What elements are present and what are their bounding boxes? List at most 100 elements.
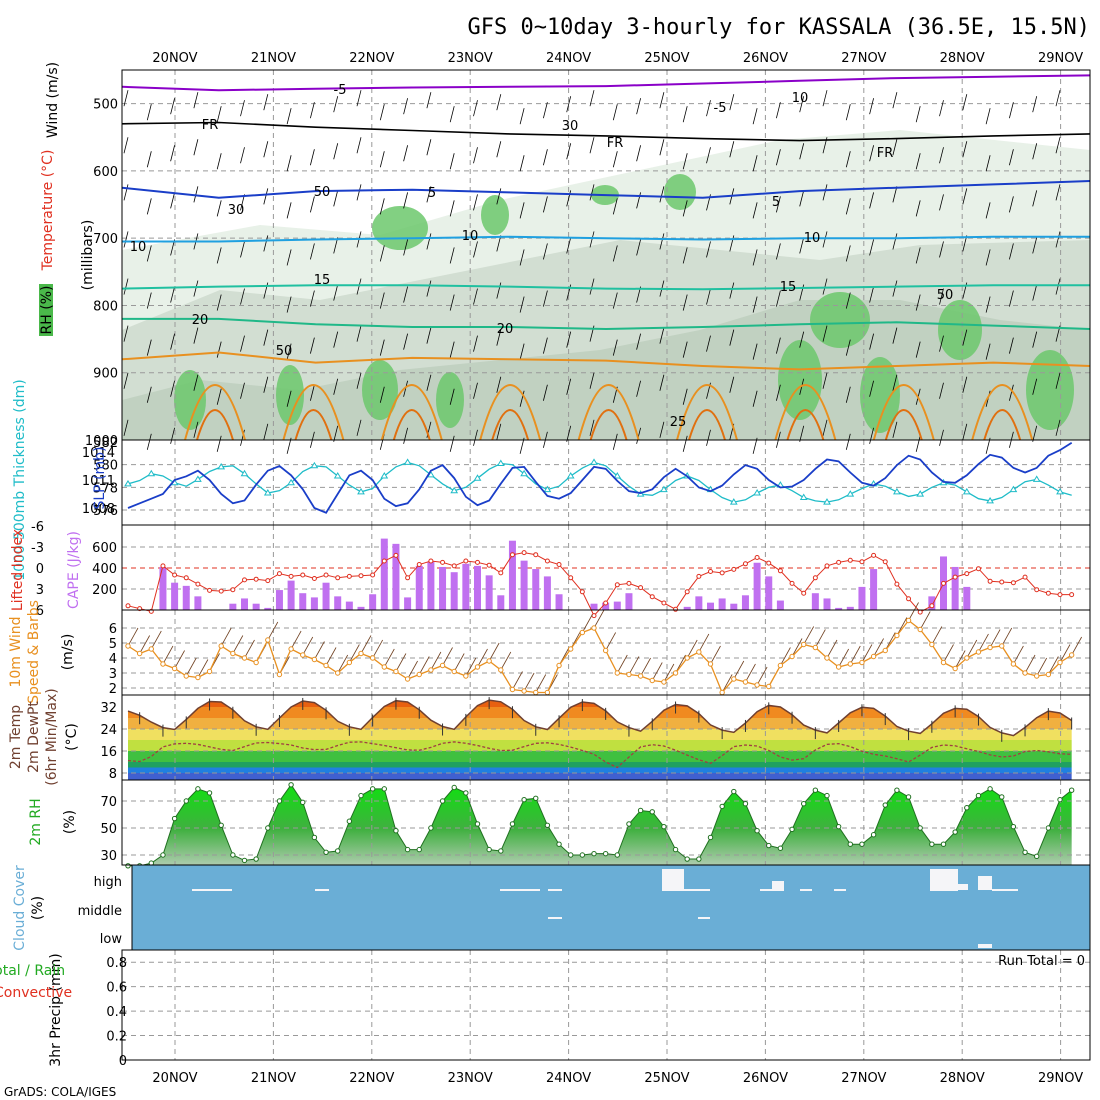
cape-bar [555,594,563,610]
lifted-index-marker [987,578,993,584]
wind-barb [543,337,548,354]
wind-barb [659,327,665,344]
wind-barb-small [663,663,675,683]
wind-barb-small [1048,656,1059,675]
cape-bar [450,572,458,610]
cape-bar [392,543,400,610]
lifted-index-marker [160,563,166,569]
thickness-marker [1009,485,1018,493]
wind-axis-label-1: 10m Wind [8,616,24,687]
wind-barb [146,245,152,262]
wind-barb [1009,196,1014,213]
wind-barb [589,137,595,154]
wind-axis-label: Wind (m/s) [45,62,61,138]
wind-barb [892,421,898,438]
contour-label: FR [877,146,894,161]
wind-barb-small [628,656,640,675]
cape-bar [543,576,551,610]
temp-tick: 32 [100,701,117,716]
cape-bar [858,586,866,610]
lifted-tick: 3 [36,583,44,598]
cloud-patch [834,889,846,891]
lifted-index-marker [952,574,958,580]
temperature-contour [122,235,1090,243]
wind-speed-marker [777,662,784,669]
lifted-index-marker [649,594,655,600]
cape-bar [753,562,761,610]
wind-speed-marker [125,643,131,649]
cloud-patch [548,917,562,919]
wind-barb [1055,231,1061,248]
wind-barb [449,341,455,358]
cloud-patch [772,881,784,891]
rh-marker [451,784,457,791]
wind-barb [845,292,851,309]
wind-barb [1055,372,1061,389]
wind-barb [566,96,572,113]
wind-speed-marker [463,673,469,679]
wind-barb [1032,237,1038,254]
lifted-index-marker [300,572,306,578]
thickness-marker [333,472,342,479]
wind-barb [892,186,898,203]
wind-barb [379,151,385,168]
cape-bar [695,596,703,610]
wind-speed-marker [917,626,923,633]
precip-tick: 0.6 [106,981,127,996]
cape-bar [718,598,726,610]
lifted-index-marker [125,603,131,609]
lifted-index-marker [1010,580,1016,586]
wind-barb-small [1071,636,1082,656]
wind-barb [869,380,874,397]
thickness-marker [962,487,971,495]
date-label-top: 21NOV [251,51,296,66]
lifted-index-marker [941,580,946,586]
wind-barb [799,331,805,348]
rh-high-patch [938,300,982,360]
cloud-patch [958,884,968,890]
wind-barb-small [931,626,943,645]
lifted-index-marker [253,576,259,582]
wind-barb [543,290,548,307]
lifted-index-marker [894,581,900,587]
temperature-contour [121,180,1091,199]
contour-label: 15 [314,273,331,288]
wind-barb [869,239,874,256]
wind-barb [729,376,735,393]
contour-label: 10 [804,231,821,246]
rh-marker [195,786,201,792]
wind-barb-small [698,633,710,653]
cape-bar [835,607,843,610]
wind-barb [123,278,129,295]
diurnal-contour [294,409,333,441]
wind-barb [403,192,408,209]
diurnal-contour [184,384,246,441]
wind-barb [776,290,781,307]
thickness-marker [893,487,901,495]
precip-axis-label: 3hr Precip (mm) [48,953,64,1066]
rh-marker [719,803,725,810]
wind-barb-small [267,621,279,641]
wind-speed-marker [835,664,842,670]
lifted-index-marker [556,562,562,567]
contour-label: 15 [780,280,797,295]
wind-barb [356,278,362,295]
wind-barb [566,190,572,207]
lifted-index-marker [1057,592,1063,598]
wind-barb [356,372,362,389]
rh-marker [929,841,935,847]
rh-marker [428,825,434,831]
wind-barb [939,147,944,164]
rh-high-patch [778,340,822,420]
rh-marker [614,852,620,858]
lifted-index-marker [626,580,632,586]
wind-speed-marker [136,650,143,657]
wind-barb [659,421,665,438]
rh-marker [1057,796,1063,803]
rh-high-patch [481,195,509,235]
lifted-index-marker [708,569,713,574]
lifted-index-marker [230,587,236,593]
rh-marker [835,823,842,830]
temperature-axis-label: Temperature (°C) [40,150,56,272]
rh-marker [509,821,516,827]
